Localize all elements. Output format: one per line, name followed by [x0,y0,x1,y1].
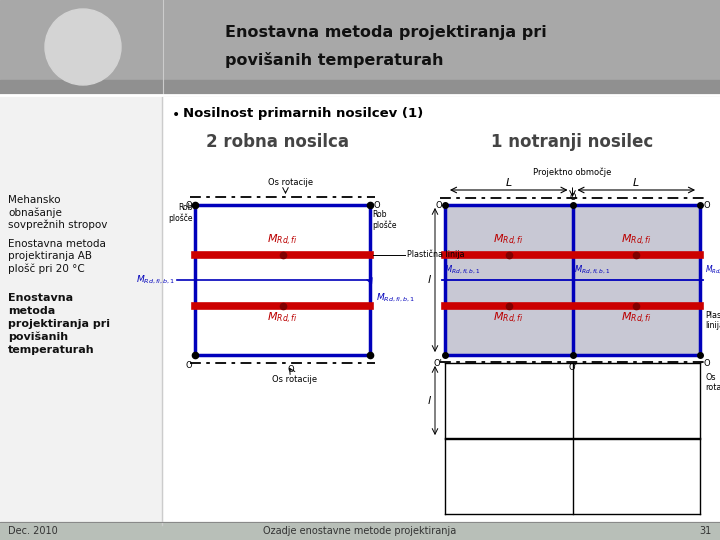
Text: Dec. 2010: Dec. 2010 [8,526,58,536]
Text: Os rotacije: Os rotacije [272,375,317,384]
Bar [0,80,720,95]
Text: Projektno območje: Projektno območje [534,167,612,177]
Text: projektiranja AB: projektiranja AB [8,251,92,261]
Text: $\mathit{M}_{Rd,fi}$: $\mathit{M}_{Rd,fi}$ [267,310,298,326]
Text: O: O [570,193,576,202]
Text: obnašanje: obnašanje [8,207,62,218]
Text: $\mathit{M}_{Rd,fi}$: $\mathit{M}_{Rd,fi}$ [493,310,524,326]
Text: O': O' [568,363,577,372]
Text: Rob
plošče: Rob plošče [168,203,193,223]
Text: projektiranja pri: projektiranja pri [8,319,110,329]
Text: •: • [172,108,180,122]
Text: l: l [428,275,431,285]
Text: Enostavna metoda projektiranja pri: Enostavna metoda projektiranja pri [225,25,546,40]
Text: povišanih: povišanih [8,332,68,342]
Text: povišanih temperaturah: povišanih temperaturah [225,52,444,68]
Text: L: L [633,178,639,188]
Bar [572,205,700,355]
Text: $\mathit{M}_{Rd,fi,b,1}$: $\mathit{M}_{Rd,fi,b,1}$ [444,264,480,276]
Text: Os rotacije: Os rotacije [268,178,313,187]
Text: O: O [287,364,294,374]
Text: sovprežnih stropov: sovprežnih stropov [8,219,107,230]
Text: 31: 31 [700,526,712,536]
Text: $\mathit{M}_{Rd,fi}$: $\mathit{M}_{Rd,fi}$ [621,232,652,247]
Text: $\mathit{M}_{Rd,fi,b,1}$: $\mathit{M}_{Rd,fi,b,1}$ [135,274,175,286]
Text: Rob
plošče: Rob plošče [372,210,397,230]
Text: O: O [436,200,442,210]
Text: Os
rotacije: Os rotacije [705,373,720,393]
Text: O: O [185,200,192,210]
Bar [445,205,572,355]
Text: plošč pri 20 °C: plošč pri 20 °C [8,263,85,273]
Text: O: O [703,200,710,210]
Text: O: O [373,200,379,210]
Text: $\mathit{M}_{Rd,fi,b,1}$: $\mathit{M}_{Rd,fi,b,1}$ [705,264,720,276]
Text: Enostavna metoda: Enostavna metoda [8,239,106,249]
Bar [0,0,720,95]
Text: $\mathit{M}_{Rd,fi}$: $\mathit{M}_{Rd,fi}$ [267,232,298,247]
Text: $\mathit{M}_{Rd,fi,b,1}$: $\mathit{M}_{Rd,fi,b,1}$ [574,264,610,276]
Text: L: L [505,178,512,188]
Text: Enostavna: Enostavna [8,293,73,303]
Text: O': O' [433,359,442,368]
Text: O: O [703,359,710,368]
Text: Plastična
linija: Plastična linija [705,310,720,330]
Text: 1 notranji nosilec: 1 notranji nosilec [491,133,653,151]
Bar [0,95,162,525]
Text: O: O [185,361,192,369]
Text: temperaturah: temperaturah [8,345,94,355]
Text: Ozadje enostavne metode projektiranja: Ozadje enostavne metode projektiranja [264,526,456,536]
Text: l: l [428,395,431,406]
Text: $\mathit{M}_{Rd,fi}$: $\mathit{M}_{Rd,fi}$ [493,232,524,247]
Text: metoda: metoda [8,306,55,316]
Text: $\mathit{M}_{Rd,fi,b,1}$: $\mathit{M}_{Rd,fi,b,1}$ [376,292,415,304]
Text: 2 robna nosilca: 2 robna nosilca [207,133,349,151]
Circle shape [45,9,121,85]
Text: Nosilnost primarnih nosilcev (1): Nosilnost primarnih nosilcev (1) [183,107,423,120]
Text: Plastična linija: Plastična linija [407,249,464,259]
Text: Mehansko: Mehansko [8,195,60,205]
Bar [0,522,720,540]
Text: $\mathit{M}_{Rd,fi}$: $\mathit{M}_{Rd,fi}$ [621,310,652,326]
